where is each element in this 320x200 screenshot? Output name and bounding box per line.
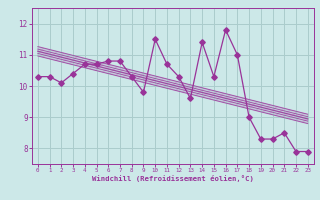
X-axis label: Windchill (Refroidissement éolien,°C): Windchill (Refroidissement éolien,°C) bbox=[92, 175, 254, 182]
